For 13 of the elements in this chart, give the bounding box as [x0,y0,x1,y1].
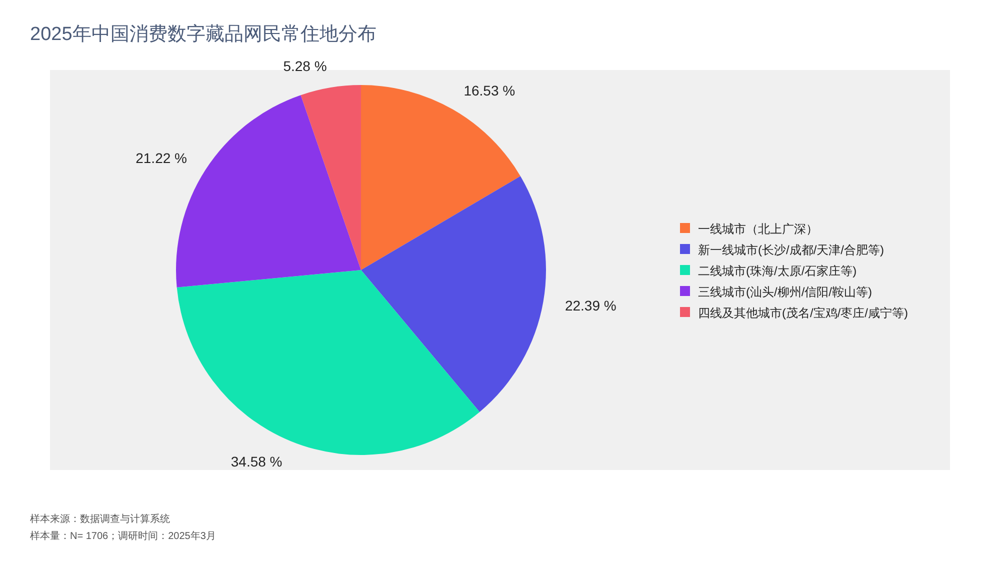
legend-label: 一线城市（北上广深） [698,222,818,236]
legend-label: 新一线城市(长沙/成都/天津/合肥等) [698,243,884,257]
data-label: 22.39 % [564,297,616,314]
chart-title: 2025年中国消费数字藏品网民常住地分布 [30,23,376,45]
legend-label: 三线城市(汕头/柳州/信阳/鞍山等) [698,285,872,299]
text: 样本来源：数据调查与计算系统 [30,513,170,525]
data-label: 5.28 % [283,58,327,74]
data-label: 21.22 % [136,150,187,166]
data-label: 16.53 % [464,82,516,98]
text: 样本量：N= 1706；调研时间：2025年3月 [30,530,216,542]
legend-label: 四线及其他城市(茂名/宝鸡/枣庄/咸宁等) [698,306,908,320]
legend-label: 二线城市(珠海/太原/石家庄等) [698,264,857,278]
data-label: 34.58 % [230,453,282,470]
